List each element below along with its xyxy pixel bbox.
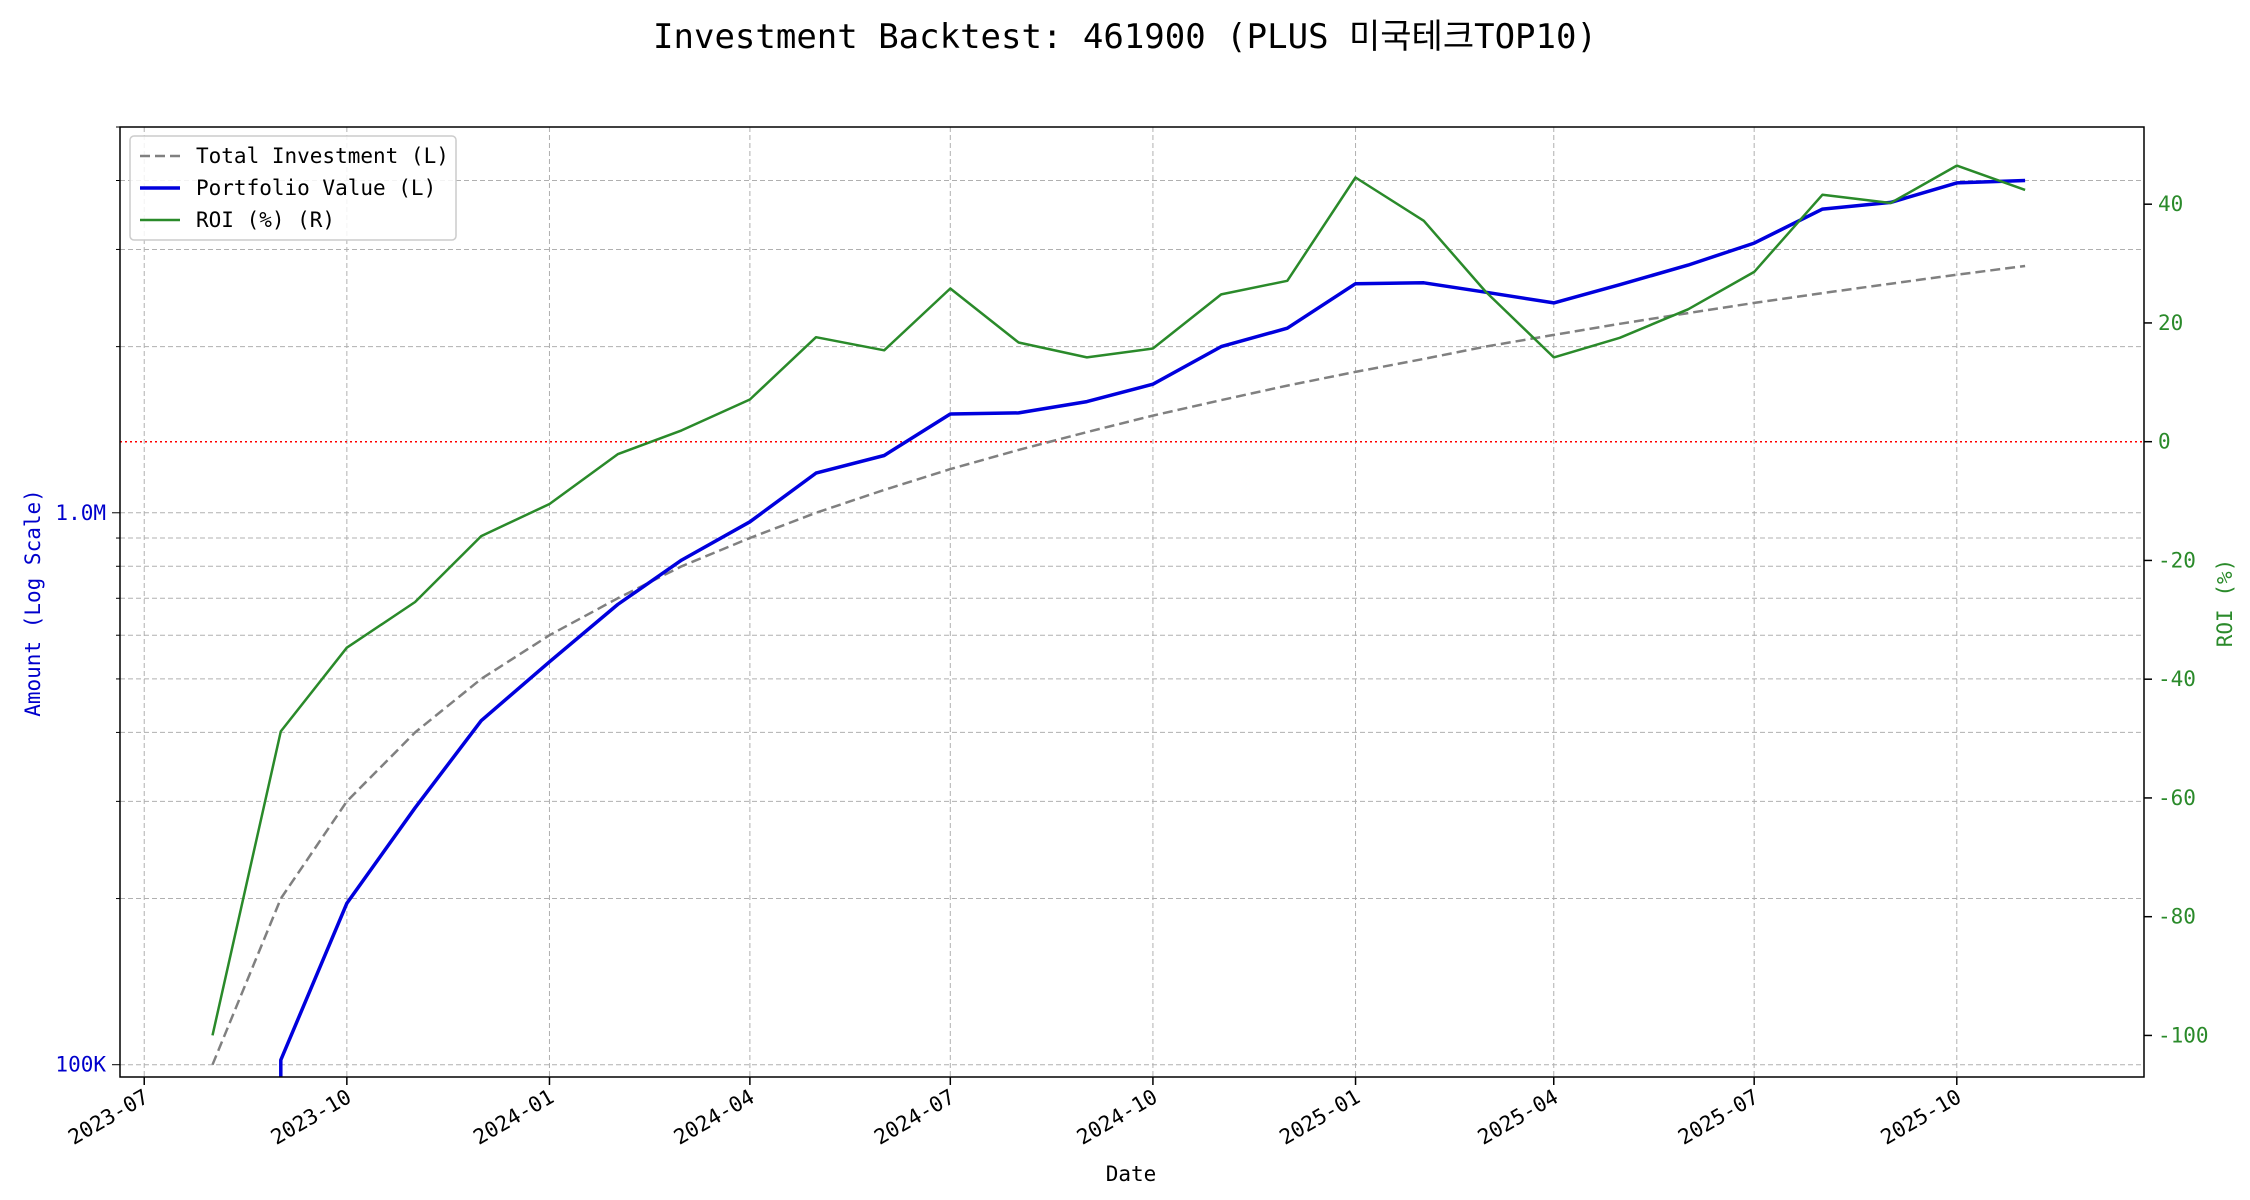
y-left-axis-label: Amount (Log Scale) bbox=[21, 489, 45, 717]
x-tick-label: 2024-04 bbox=[670, 1085, 759, 1150]
legend: Total Investment (L) Portfolio Value (L) R… bbox=[129, 135, 457, 241]
x-tick-label: 2023-10 bbox=[267, 1085, 356, 1150]
y-right-axis-label: ROI (%) bbox=[2213, 559, 2237, 648]
legend-entry-label: Total Investment (L) bbox=[196, 144, 449, 168]
total-investment-line bbox=[211, 264, 2026, 1066]
y-right-tick-label: -100 bbox=[2158, 1023, 2209, 1047]
y-right-tick-label: 0 bbox=[2158, 430, 2171, 454]
chart-title: Investment Backtest: 461900 (PLUS 미국테크TO… bbox=[653, 17, 1597, 57]
plot-frame bbox=[119, 126, 2145, 1078]
y-right-tick-label: -80 bbox=[2158, 905, 2196, 929]
roi-line bbox=[211, 164, 2026, 1036]
x-tick-label: 2025-04 bbox=[1474, 1085, 1563, 1150]
legend-box bbox=[129, 135, 457, 241]
y-right-tick-label: -40 bbox=[2158, 667, 2196, 691]
y-right-tick-label: 20 bbox=[2158, 311, 2183, 335]
axes-layer: 2023-07 2023-10 2024-01 2024-04 2024-07 2024-… bbox=[55, 126, 2209, 1150]
portfolio-value-line bbox=[279, 178, 2026, 1077]
x-tick-label: 2025-07 bbox=[1674, 1085, 1763, 1150]
x-tick-label: 2025-01 bbox=[1275, 1085, 1364, 1150]
y-right-tick-label: -20 bbox=[2158, 548, 2196, 572]
x-tick-label: 2025-10 bbox=[1877, 1085, 1966, 1150]
x-axis-label: Date bbox=[1106, 1162, 1157, 1186]
y-left-tick-label: 100K bbox=[55, 1053, 106, 1077]
x-tick-label: 2024-10 bbox=[1073, 1085, 1162, 1150]
legend-entry-label: Portfolio Value (L) bbox=[196, 176, 436, 200]
x-tick-label: 2023-07 bbox=[64, 1085, 153, 1150]
y-left-tick-label: 1.0M bbox=[55, 501, 106, 525]
x-tick-label: 2024-07 bbox=[870, 1085, 959, 1150]
y-right-tick-label: -60 bbox=[2158, 786, 2196, 810]
y-right-tick-label: 40 bbox=[2158, 192, 2183, 216]
grid-layer bbox=[120, 126, 2144, 1077]
x-tick-label: 2024-01 bbox=[469, 1085, 558, 1150]
legend-entry-label: ROI (%) (R) bbox=[196, 208, 335, 232]
series-layer bbox=[120, 164, 2144, 1077]
